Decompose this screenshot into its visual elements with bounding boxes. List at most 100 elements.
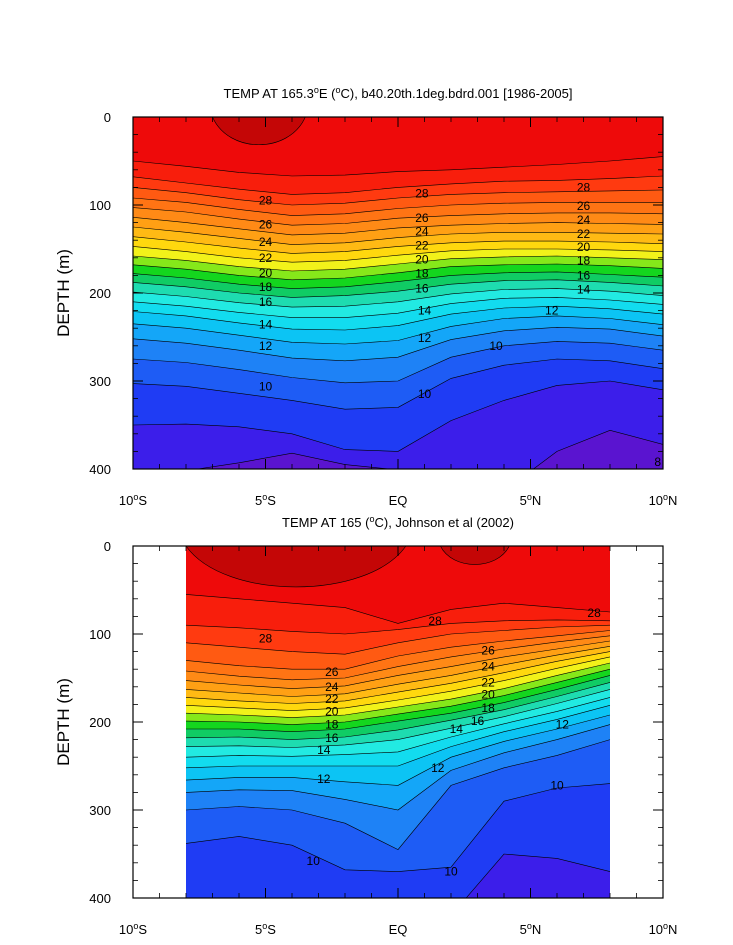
contour-line-14	[185, 705, 611, 769]
contour-label: 28	[415, 187, 429, 201]
contour-band-8	[133, 381, 663, 469]
contour-label: 10	[418, 387, 432, 401]
contour-line-13	[133, 315, 663, 345]
chart-title: TEMP AT 165.3oE (oC), b40.20th.1deg.bdrd…	[224, 85, 573, 101]
contour-label: 14	[317, 743, 331, 757]
contour-line-9	[465, 853, 611, 898]
y-axis-label: DEPTH (m)	[54, 678, 73, 766]
x-tick-label: 10oN	[649, 921, 678, 937]
contour-label: 16	[259, 295, 273, 309]
contour-line-29	[185, 594, 611, 624]
panel-top: TEMP AT 165.3oE (oC), b40.20th.1deg.bdrd…	[54, 85, 677, 508]
x-tick-label: 10oN	[649, 492, 678, 508]
warm-core-patch	[440, 546, 510, 565]
y-tick-label: 100	[89, 627, 111, 642]
contour-line-25	[133, 207, 663, 226]
contour-line-12	[185, 724, 611, 811]
contour-label: 24	[481, 660, 495, 674]
contour-line-29	[133, 156, 663, 177]
contour-label: 18	[481, 701, 495, 715]
contour-label: 18	[415, 267, 429, 281]
contour-line-25	[185, 635, 611, 681]
contour-label: 20	[415, 253, 429, 267]
contour-line-27	[133, 187, 663, 206]
contour-fills	[133, 117, 663, 469]
contour-line-18	[133, 271, 663, 289]
warm-core-patch	[212, 117, 306, 146]
contour-label: 28	[577, 180, 591, 194]
contour-line-12	[133, 326, 663, 362]
axis-ticks: 0 100 200 300 400 10oS 5oS EQ 5oN 10oN	[89, 110, 677, 508]
contour-label: 12	[556, 718, 570, 732]
contour-label: 18	[577, 253, 591, 267]
contour-label: 14	[577, 283, 591, 297]
contour-label: 22	[577, 227, 591, 241]
contour-label: 10	[550, 778, 564, 792]
contour-line-24	[133, 217, 663, 236]
contour-label: 22	[481, 675, 495, 689]
contour-label: 20	[577, 240, 591, 254]
contour-line-22	[133, 236, 663, 254]
contour-line-15	[185, 697, 611, 758]
contour-label: 14	[418, 304, 432, 318]
contour-label: 8	[654, 455, 661, 469]
contour-label: 28	[428, 614, 442, 628]
chart-title: TEMP AT 165 (oC), Johnson et al (2002)	[282, 514, 514, 530]
contour-line-8	[195, 429, 663, 469]
contour-line-17	[185, 682, 611, 740]
contour-line-19	[185, 668, 611, 725]
contour-line-10	[185, 783, 611, 872]
contour-lines	[133, 156, 663, 469]
x-tick-label: 10oS	[119, 921, 147, 937]
x-tick-label: 5oS	[255, 921, 276, 937]
contour-line-19	[133, 263, 663, 281]
contour-label: 28	[259, 631, 273, 645]
contour-label: 26	[259, 217, 273, 231]
contour-line-15	[133, 297, 663, 318]
contour-line-23	[185, 646, 611, 697]
contour-line-28	[133, 175, 663, 195]
y-tick-label: 200	[89, 715, 111, 730]
y-tick-label: 400	[89, 462, 111, 477]
x-tick-label: 10oS	[119, 492, 147, 508]
contour-line-11	[133, 341, 663, 384]
contour-label: 12	[545, 304, 559, 318]
y-tick-label: 0	[104, 539, 111, 554]
contour-line-23	[133, 226, 663, 245]
y-tick-label: 400	[89, 891, 111, 906]
axis-ticks: 0 100 200 300 400 10oS 5oS EQ 5oN 10oN	[89, 539, 677, 937]
contour-label: 12	[431, 761, 445, 775]
contour-label: 14	[259, 318, 273, 332]
contour-band-8	[466, 854, 610, 898]
contour-line-20	[185, 662, 611, 718]
contour-line-16	[133, 288, 663, 308]
panel-bottom: TEMP AT 165 (oC), Johnson et al (2002) D…	[54, 514, 677, 937]
y-tick-label: 300	[89, 803, 111, 818]
contour-label: 26	[415, 211, 429, 225]
contour-label: 10	[444, 865, 458, 879]
contour-label: 16	[471, 714, 485, 728]
contour-label: 24	[415, 224, 429, 238]
y-tick-label: 300	[89, 374, 111, 389]
contour-line-26	[133, 197, 663, 216]
contour-label: 12	[259, 339, 273, 353]
contour-label: 28	[587, 606, 601, 620]
contour-line-20	[133, 255, 663, 272]
x-tick-label: EQ	[389, 493, 408, 508]
contour-line-16	[185, 689, 611, 748]
contour-label: 22	[259, 251, 273, 265]
contour-line-14	[133, 305, 663, 331]
contour-line-18	[186, 675, 611, 733]
x-tick-label: 5oN	[520, 492, 542, 508]
contour-label: 12	[418, 331, 432, 345]
contour-label: 22	[325, 692, 339, 706]
contour-label: 10	[307, 854, 321, 868]
contour-label: 10	[489, 339, 503, 353]
contour-line-21	[185, 656, 611, 711]
contour-line-26	[185, 630, 611, 670]
contour-line-10	[133, 358, 663, 410]
y-tick-label: 200	[89, 286, 111, 301]
contour-label: 18	[259, 280, 273, 294]
